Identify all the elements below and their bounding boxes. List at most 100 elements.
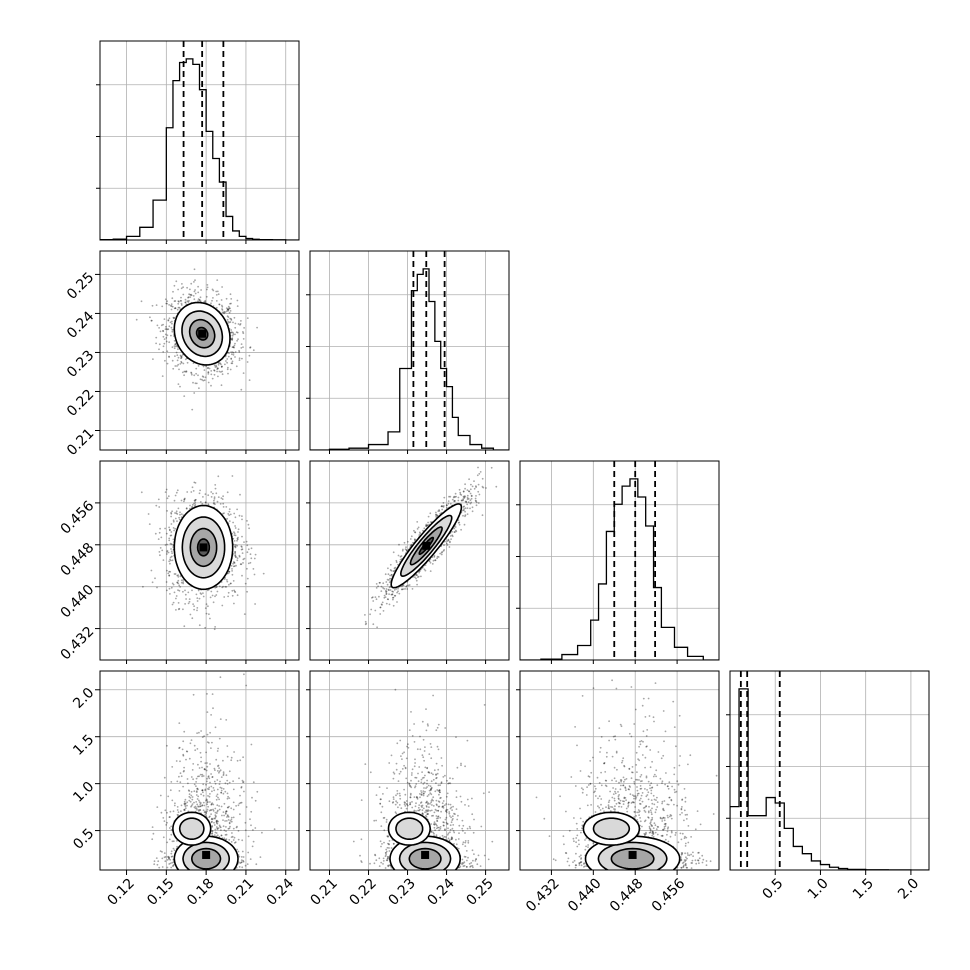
sample-point xyxy=(172,601,175,604)
sample-point xyxy=(177,589,179,591)
sample-point xyxy=(240,388,243,391)
sample-point xyxy=(172,864,175,867)
sample-point xyxy=(206,284,209,286)
sample-point xyxy=(184,802,187,805)
sample-point xyxy=(440,505,443,507)
sample-point xyxy=(205,812,208,815)
sample-point xyxy=(226,783,229,785)
sample-point xyxy=(434,559,437,562)
sample-point xyxy=(179,354,182,357)
sample-point xyxy=(239,563,242,566)
sample-point xyxy=(164,359,166,362)
sample-point xyxy=(241,839,244,842)
sample-point xyxy=(188,299,190,302)
sample-point xyxy=(172,865,174,868)
sample-point xyxy=(216,804,219,807)
sample-point xyxy=(217,747,220,750)
sample-point xyxy=(249,346,252,349)
sample-point xyxy=(214,595,216,598)
sample-point xyxy=(242,756,245,759)
sample-point xyxy=(186,361,189,364)
sample-point xyxy=(448,546,451,548)
sample-point xyxy=(384,596,387,598)
sample-point xyxy=(384,590,387,592)
sample-point xyxy=(171,328,174,331)
sample-point xyxy=(239,794,241,797)
sample-point xyxy=(198,806,200,808)
sample-point xyxy=(426,524,429,527)
sample-point xyxy=(429,561,432,564)
sample-point xyxy=(226,580,229,583)
sample-point xyxy=(463,523,466,526)
sample-point xyxy=(166,859,169,861)
sample-point xyxy=(254,603,256,605)
sample-point xyxy=(163,338,166,340)
sample-point xyxy=(175,510,178,513)
sample-point xyxy=(374,609,377,612)
sample-point xyxy=(213,364,216,367)
sample-point xyxy=(208,613,210,616)
sample-point xyxy=(209,617,211,620)
sample-point xyxy=(209,781,211,784)
sample-point xyxy=(465,500,468,503)
sample-point xyxy=(207,371,210,373)
sample-point xyxy=(458,521,461,524)
sample-point xyxy=(162,345,165,348)
sample-point xyxy=(162,559,165,561)
sample-point xyxy=(194,502,197,504)
sample-point xyxy=(364,614,366,616)
sample-point xyxy=(454,531,456,533)
sample-point xyxy=(205,295,208,298)
sample-point xyxy=(234,326,237,329)
sample-point xyxy=(179,781,182,784)
sample-point xyxy=(206,808,209,811)
sample-point xyxy=(244,829,247,832)
sample-point xyxy=(246,544,249,547)
sample-point xyxy=(222,819,224,821)
sample-point xyxy=(216,819,218,822)
sample-point xyxy=(394,566,397,569)
density-peak xyxy=(198,329,207,338)
sample-point xyxy=(160,811,163,814)
sample-point xyxy=(231,346,234,348)
sample-point xyxy=(229,582,232,585)
sample-point xyxy=(221,586,224,589)
sample-point xyxy=(216,279,219,281)
sample-point xyxy=(470,494,473,497)
sample-point xyxy=(402,584,405,587)
sample-point xyxy=(451,530,453,533)
sample-point xyxy=(226,308,229,311)
sample-point xyxy=(184,298,187,301)
sample-point xyxy=(189,504,191,507)
sample-point xyxy=(203,369,206,371)
sample-point xyxy=(407,584,410,587)
sample-point xyxy=(206,803,209,806)
sample-point xyxy=(227,513,230,515)
sample-point xyxy=(222,585,225,588)
sample-point xyxy=(233,545,236,548)
sample-point xyxy=(462,514,464,517)
sample-point xyxy=(158,506,161,508)
sample-point xyxy=(157,860,160,863)
contour-line xyxy=(188,318,216,349)
sample-point xyxy=(202,379,205,382)
sample-point xyxy=(470,501,473,504)
sample-point xyxy=(425,524,427,527)
sample-point xyxy=(174,802,176,805)
sample-point xyxy=(234,550,237,553)
sample-point xyxy=(193,298,196,301)
sample-point xyxy=(180,579,183,582)
sample-point xyxy=(438,510,441,512)
sample-point xyxy=(178,775,180,778)
sample-point xyxy=(467,497,470,500)
sample-point xyxy=(140,491,143,494)
sample-point xyxy=(155,504,158,507)
sample-point xyxy=(160,324,163,327)
sample-point xyxy=(410,535,413,538)
sample-point xyxy=(168,856,171,859)
sample-point xyxy=(173,529,176,532)
sample-point xyxy=(242,332,245,335)
sample-point xyxy=(419,532,422,535)
sample-point xyxy=(462,506,465,508)
sample-point xyxy=(240,320,242,322)
